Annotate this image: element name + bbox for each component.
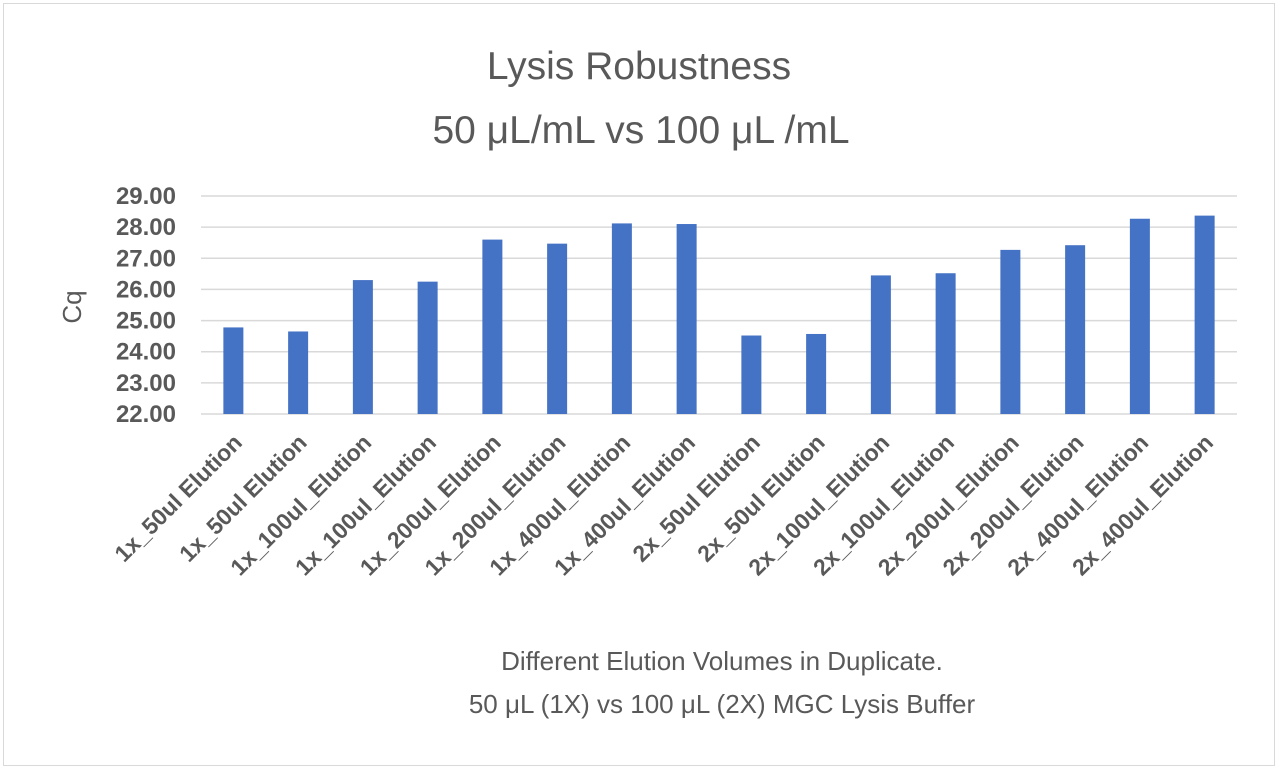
bar-10 xyxy=(806,333,827,414)
bar-8 xyxy=(676,224,697,414)
bars xyxy=(223,215,1215,414)
y-tick-label: 24.00 xyxy=(116,339,176,366)
chart-title-line-1: Lysis Robustness xyxy=(487,45,791,88)
bar-12 xyxy=(935,273,956,414)
bar-11 xyxy=(870,275,891,414)
x-axis-label-line-2: 50 μL (1X) vs 100 μL (2X) MGC Lysis Buff… xyxy=(469,689,976,719)
bar-5 xyxy=(482,239,503,414)
y-tick-label: 26.00 xyxy=(116,276,176,303)
bar-13 xyxy=(1000,249,1021,414)
chart-frame: Lysis Robustness 50 μL/mL vs 100 μL /mL … xyxy=(3,3,1275,766)
bar-14 xyxy=(1065,245,1086,414)
bar-4 xyxy=(417,281,438,414)
y-tick-label: 29.00 xyxy=(116,183,176,210)
bar-16 xyxy=(1194,215,1215,414)
x-axis-label-line-1: Different Elution Volumes in Duplicate. xyxy=(501,646,943,676)
y-axis-label: Cq xyxy=(57,290,87,323)
bar-6 xyxy=(547,243,568,414)
y-tick-label: 27.00 xyxy=(116,245,176,272)
y-tick-label: 28.00 xyxy=(116,214,176,241)
bar-1 xyxy=(223,327,244,414)
y-tick-label: 22.00 xyxy=(116,401,176,428)
bar-2 xyxy=(288,331,309,414)
y-tick-label: 23.00 xyxy=(116,370,176,397)
bar-9 xyxy=(741,335,762,414)
gridlines xyxy=(201,195,1237,415)
y-tick-label: 25.00 xyxy=(116,308,176,335)
bar-7 xyxy=(611,223,632,414)
chart-title-line-2: 50 μL/mL vs 100 μL /mL xyxy=(432,109,849,152)
bar-15 xyxy=(1129,218,1150,414)
bar-3 xyxy=(352,280,373,414)
y-axis-ticks: 22.00 23.00 24.00 25.00 26.00 27.00 28.00 29.00 xyxy=(116,183,176,428)
bar-chart: Lysis Robustness 50 μL/mL vs 100 μL /mL … xyxy=(57,45,1237,719)
